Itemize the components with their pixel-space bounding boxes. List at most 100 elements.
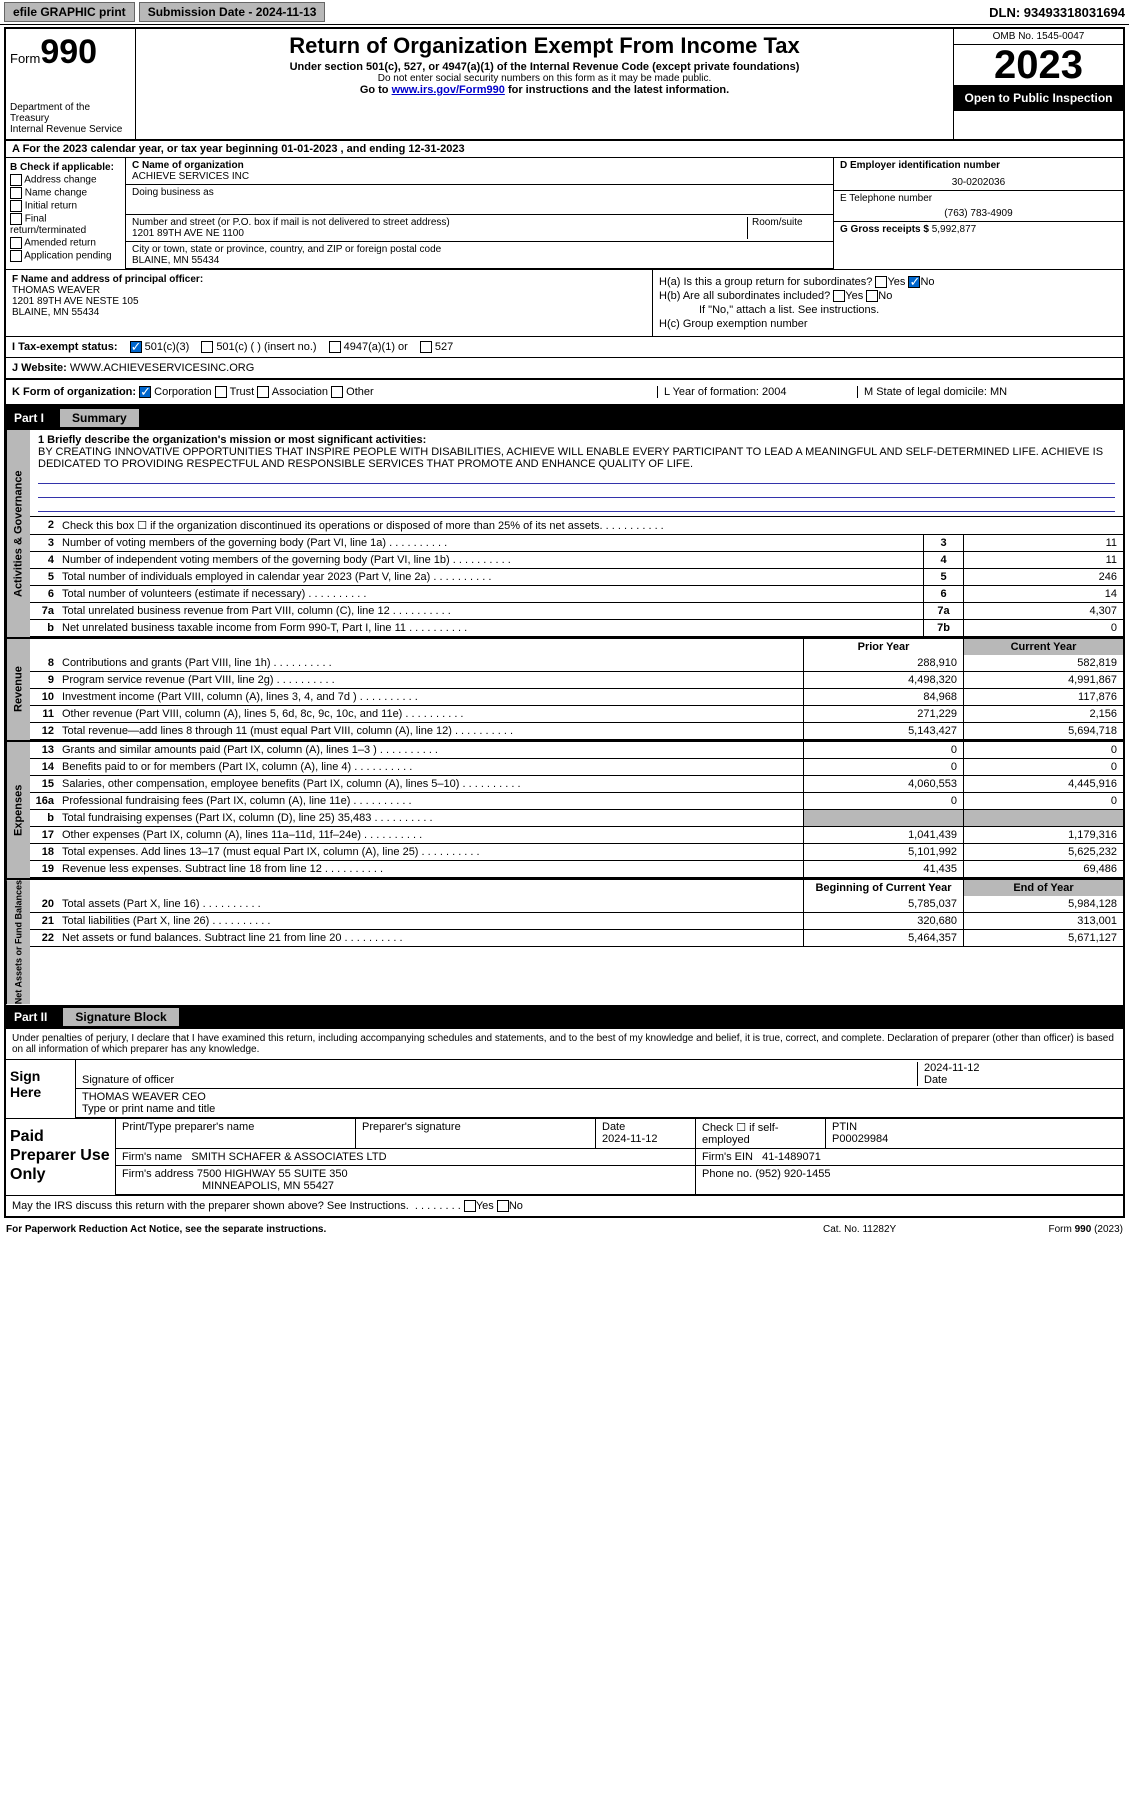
ha-row: H(a) Is this a group return for subordin… [659,276,1117,288]
status-lbl: I Tax-exempt status: [12,341,118,353]
chk-4947[interactable]: 4947(a)(1) or [329,341,408,353]
addr-lbl: Number and street (or P.O. box if mail i… [132,217,747,228]
beg-hdr: Beginning of Current Year [803,880,963,896]
curr-hdr: Current Year [963,639,1123,655]
faddr1: 7500 HIGHWAY 55 SUITE 350 [197,1168,348,1180]
link-post: for instructions and the latest informat… [505,84,729,96]
web-lbl: J Website: [12,362,67,374]
phone-lbl: E Telephone number [840,193,1117,204]
form-label: Form [10,51,40,66]
data-row: 11Other revenue (Part VIII, column (A), … [30,706,1123,723]
top-bar: efile GRAPHIC print Submission Date - 20… [0,0,1129,25]
chk-amended[interactable]: Amended return [10,237,121,249]
data-row: 19Revenue less expenses. Subtract line 1… [30,861,1123,878]
sign-lbl: Sign Here [6,1060,76,1118]
chk-501c[interactable]: 501(c) ( ) (insert no.) [201,341,316,353]
chk-527[interactable]: 527 [420,341,453,353]
form-subtitle: Under section 501(c), 527, or 4947(a)(1)… [144,61,945,73]
officer-addr2: BLAINE, MN 55434 [12,307,646,318]
gov-row: 2Check this box ☐ if the organization di… [30,517,1123,535]
ptin-val: P00029984 [832,1133,888,1145]
discuss-yes[interactable] [464,1200,476,1212]
header-left: Form990 Department of the Treasury Inter… [6,29,136,139]
governance-section: Activities & Governance 1 Briefly descri… [6,430,1123,637]
submission-btn[interactable]: Submission Date - 2024-11-13 [139,2,326,22]
sig-declaration: Under penalties of perjury, I declare th… [6,1029,1123,1060]
discuss-row: May the IRS discuss this return with the… [6,1195,1123,1216]
tax-year: 2023 [954,45,1123,85]
part2-lbl: Part II [14,1010,47,1024]
org-name: ACHIEVE SERVICES INC [132,171,827,182]
firm-lbl: Firm's name [122,1151,182,1163]
fphone-lbl: Phone no. [702,1168,752,1180]
gov-row: 6Total number of volunteers (estimate if… [30,586,1123,603]
chk-501c3[interactable]: 501(c)(3) [130,341,190,353]
state-domicile: M State of legal domicile: MN [857,386,1117,398]
chk-corp[interactable]: Corporation [139,386,212,398]
data-row: 21Total liabilities (Part X, line 26) 32… [30,913,1123,930]
date-lbl: Date [924,1074,947,1086]
prep-lbl: Paid Preparer Use Only [6,1119,116,1195]
preparer-row: Paid Preparer Use Only Print/Type prepar… [6,1119,1123,1195]
side-exp: Expenses [6,742,30,878]
header-right: OMB No. 1545-0047 2023 Open to Public In… [953,29,1123,139]
chk-final[interactable]: Final return/terminated [10,213,121,236]
officer-block: F Name and address of principal officer:… [6,270,653,336]
hb-row: H(b) Are all subordinates included? Yes … [659,290,1117,302]
h-block: H(a) Is this a group return for subordin… [653,270,1123,336]
dln-text: DLN: 93493318031694 [989,5,1125,20]
chk-name[interactable]: Name change [10,187,121,199]
b-label: B Check if applicable: [10,162,121,173]
dba-row: Doing business as [126,185,833,215]
data-row: 10Investment income (Part VIII, column (… [30,689,1123,706]
chk-pending[interactable]: Application pending [10,250,121,262]
ptin-lbl: PTIN [832,1121,857,1133]
chk-other[interactable]: Other [331,386,374,398]
gov-row: 7aTotal unrelated business revenue from … [30,603,1123,620]
year-formation: L Year of formation: 2004 [657,386,857,398]
footer-left: For Paperwork Reduction Act Notice, see … [6,1224,823,1235]
officer-addr1: 1201 89TH AVE NESTE 105 [12,296,646,307]
data-row: 8Contributions and grants (Part VIII, li… [30,655,1123,672]
fein-lbl: Firm's EIN [702,1151,753,1163]
part2-title: Signature Block [63,1008,178,1026]
chk-initial[interactable]: Initial return [10,200,121,212]
data-row: 16aProfessional fundraising fees (Part I… [30,793,1123,810]
website-row: J Website: WWW.ACHIEVESERVICESINC.ORG [6,358,1123,380]
city-lbl: City or town, state or province, country… [132,244,827,255]
data-row: 15Salaries, other compensation, employee… [30,776,1123,793]
gross-val: 5,992,877 [932,224,977,235]
gross-row: G Gross receipts $ 5,992,877 [834,222,1123,237]
page-footer: For Paperwork Reduction Act Notice, see … [0,1220,1129,1239]
officer-name-title: THOMAS WEAVER CEO [82,1091,1117,1103]
side-na: Net Assets or Fund Balances [6,880,30,1004]
name-lbl: C Name of organization [132,160,827,171]
part1-lbl: Part I [14,411,44,425]
col-c: C Name of organization ACHIEVE SERVICES … [126,158,833,269]
status-row: I Tax-exempt status: 501(c)(3) 501(c) ( … [6,336,1123,358]
irs-text: Internal Revenue Service [10,124,131,135]
fein-val: 41-1489071 [762,1151,821,1163]
efile-btn[interactable]: efile GRAPHIC print [4,2,135,22]
mission-text: BY CREATING INNOVATIVE OPPORTUNITIES THA… [38,446,1115,470]
chk-assoc[interactable]: Association [257,386,328,398]
chk-trust[interactable]: Trust [215,386,255,398]
prior-hdr: Prior Year [803,639,963,655]
irs-link[interactable]: www.irs.gov/Form990 [392,84,505,96]
pdate-lbl: Date [602,1121,625,1133]
discuss-no[interactable] [497,1200,509,1212]
name-title-lbl: Type or print name and title [82,1103,215,1115]
firm-name: SMITH SCHAFER & ASSOCIATES LTD [191,1151,386,1163]
k-row: K Form of organization: Corporation Trus… [6,380,1123,406]
data-row: 13Grants and similar amounts paid (Part … [30,742,1123,759]
na-hdr: Beginning of Current YearEnd of Year [30,880,1123,896]
ein-lbl: D Employer identification number [840,160,1117,171]
data-row: 9Program service revenue (Part VIII, lin… [30,672,1123,689]
data-row: 20Total assets (Part X, line 16) 5,785,0… [30,896,1123,913]
k-left: K Form of organization: Corporation Trus… [12,386,657,398]
form-number: 990 [40,33,97,71]
chk-addr[interactable]: Address change [10,174,121,186]
data-row: 17Other expenses (Part IX, column (A), l… [30,827,1123,844]
addr-row: Number and street (or P.O. box if mail i… [126,215,833,242]
discuss-text: May the IRS discuss this return with the… [12,1200,409,1212]
